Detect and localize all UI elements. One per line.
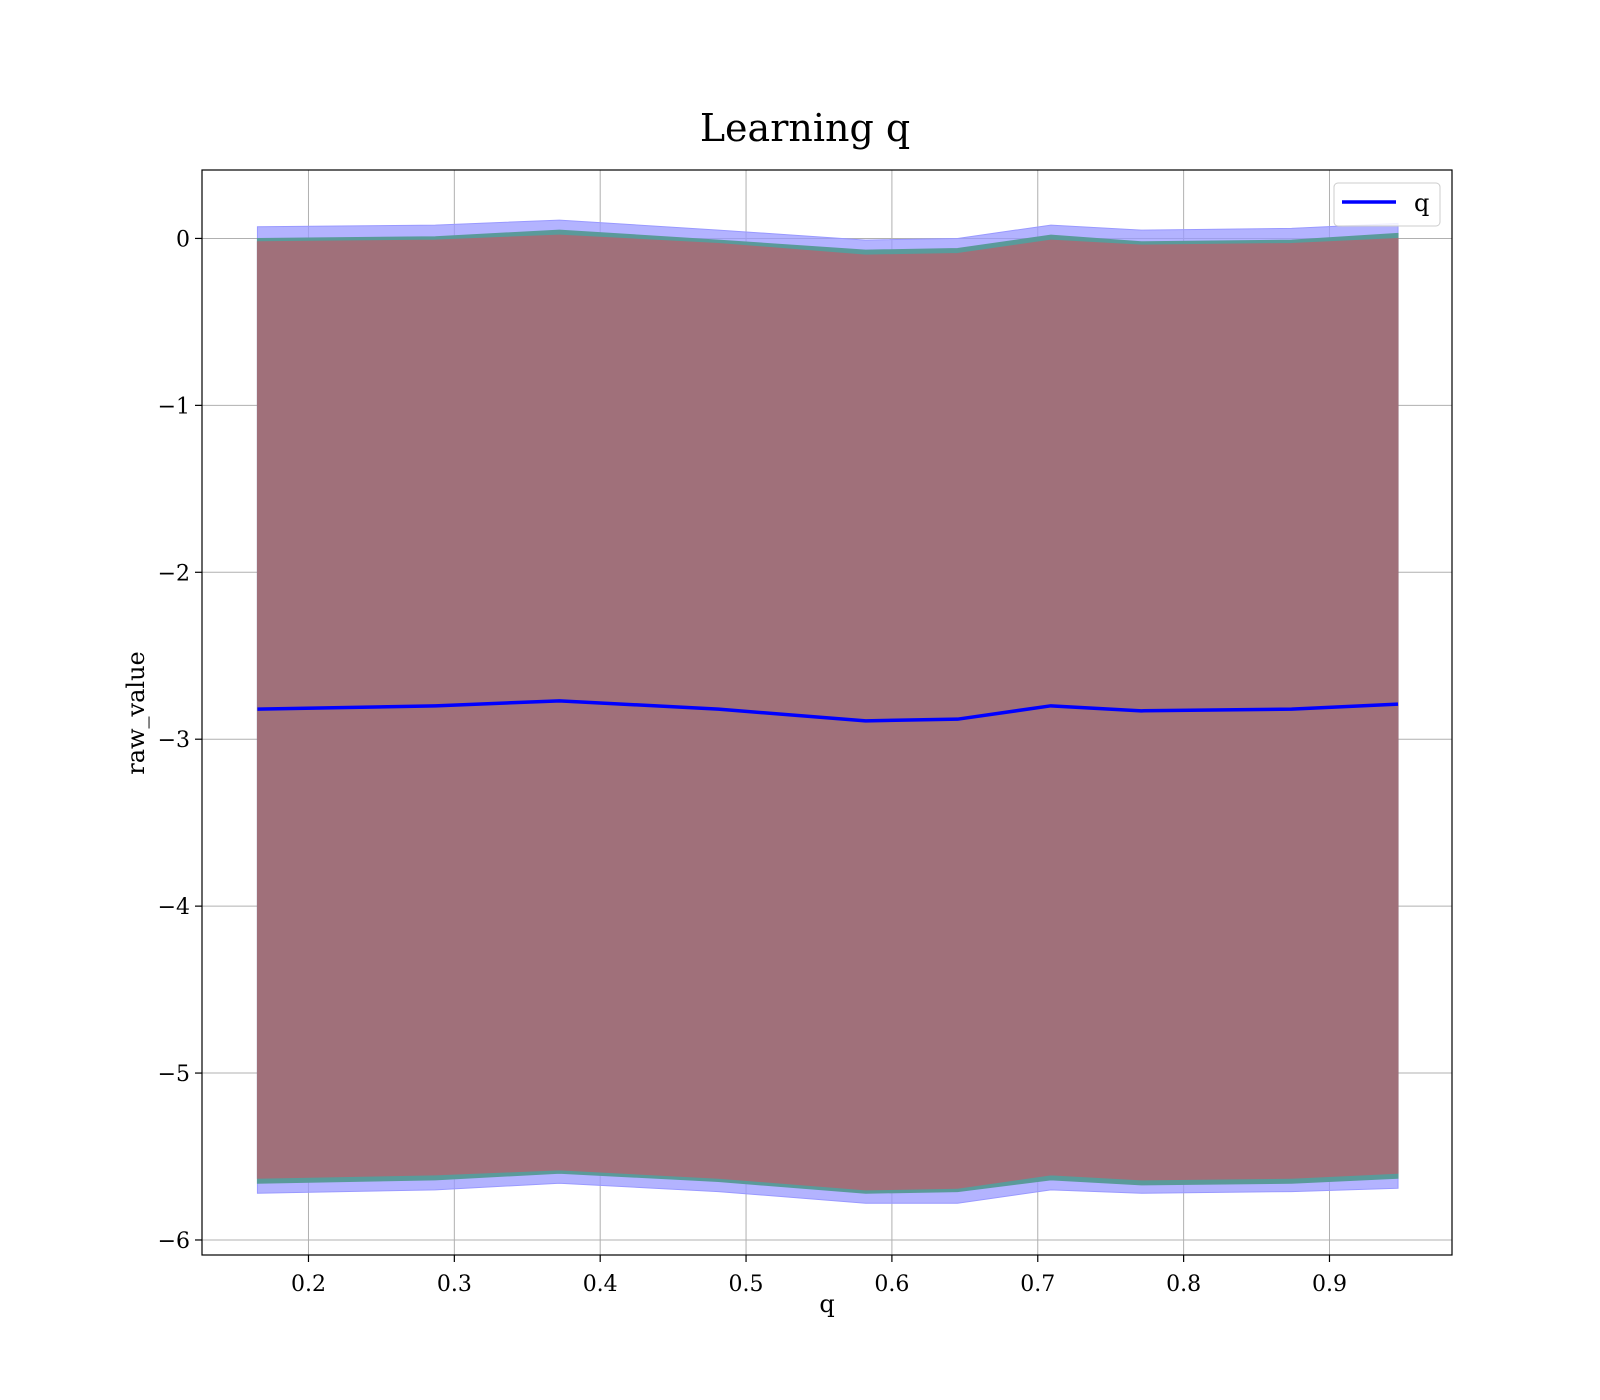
x-tick-label: 0.2 xyxy=(291,1272,326,1297)
y-axis-label: raw_value xyxy=(122,651,150,775)
y-tick-label: −4 xyxy=(158,895,190,920)
chart-title: Learning q xyxy=(700,106,910,150)
y-tick-label: −3 xyxy=(158,728,190,753)
x-tick-label: 0.5 xyxy=(729,1272,764,1297)
x-tick-label: 0.7 xyxy=(1020,1272,1055,1297)
x-tick-label: 0.3 xyxy=(437,1272,472,1297)
plot-frame xyxy=(201,169,1453,1256)
series-line-q xyxy=(257,699,1399,723)
y-tick-label: −1 xyxy=(158,394,190,419)
x-tick-label: 0.9 xyxy=(1312,1272,1347,1297)
confidence-bands xyxy=(256,219,1399,1204)
x-axis-ticks: 0.2 0.3 0.4 0.5 0.6 0.7 0.8 0.9 xyxy=(291,1255,1347,1297)
series-lines xyxy=(257,699,1399,723)
legend-entry-q: q xyxy=(1414,189,1429,217)
x-tick-label: 0.6 xyxy=(874,1272,909,1297)
y-tick-label: −2 xyxy=(158,561,190,586)
legend-box xyxy=(1333,182,1441,227)
y-axis-ticks: 0 −1 −2 −3 −4 −5 −6 xyxy=(158,227,202,1254)
x-tick-label: 0.8 xyxy=(1166,1272,1201,1297)
y-tick-label: −6 xyxy=(158,1229,190,1254)
band-inner xyxy=(256,234,1399,1191)
legend: q xyxy=(1333,182,1441,227)
x-axis-label: q xyxy=(819,1290,834,1318)
y-tick-label: 0 xyxy=(176,227,190,252)
x-tick-label: 0.4 xyxy=(583,1272,618,1297)
y-tick-label: −5 xyxy=(158,1062,190,1087)
